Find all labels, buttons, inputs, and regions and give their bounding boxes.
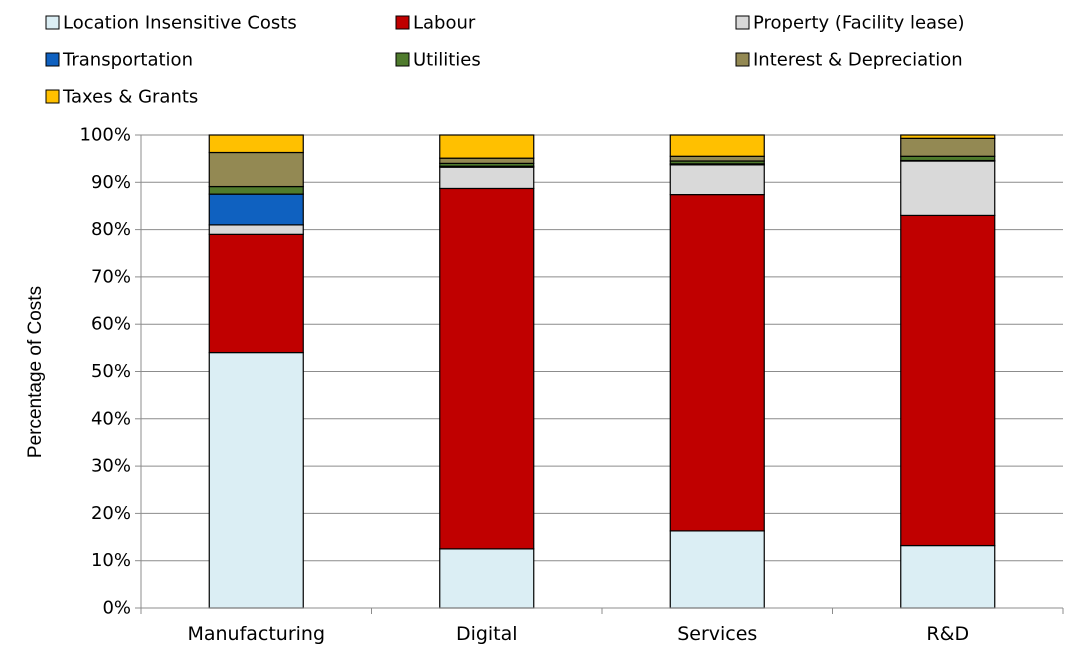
bar-segment-interest-and-depreciation <box>669 155 765 162</box>
bar-segment-property-facility-lease <box>669 164 765 196</box>
legend-item-labour: Labour <box>395 13 476 34</box>
y-tick-label: 80% <box>91 219 131 240</box>
legend-label: Labour <box>413 13 476 34</box>
legend-item-location-insensitive-costs: Location Insensitive Costs <box>45 13 297 34</box>
y-tick-label: 30% <box>91 456 131 477</box>
y-tick-label: 10% <box>91 550 131 571</box>
x-category-label: Digital <box>456 623 518 645</box>
legend-swatch <box>45 89 60 104</box>
legend-swatch <box>45 15 60 30</box>
bar-group-manufacturing <box>208 134 304 609</box>
bar-segment-location-insensitive-costs <box>208 351 304 609</box>
bar-segment-taxes-and-grants <box>900 134 996 139</box>
y-tick-label: 40% <box>91 408 131 429</box>
bar-segment-property-facility-lease <box>208 224 304 235</box>
bar-segment-utilities <box>208 185 304 195</box>
bar-segment-utilities <box>900 155 996 162</box>
legend-swatch <box>395 15 410 30</box>
y-tick-label: 70% <box>91 266 131 287</box>
x-category-label: Manufacturing <box>187 623 325 645</box>
legend-item-utilities: Utilities <box>395 50 481 71</box>
bar-segment-location-insensitive-costs <box>900 544 996 609</box>
legend-swatch <box>45 52 60 67</box>
y-tick-labels: 0% 10% 20% 30% 40% 50% 60% 70% 80% 90% 100% <box>80 125 131 619</box>
bar-segment-labour <box>439 187 535 550</box>
bars <box>208 134 996 609</box>
y-tick-label: 0% <box>102 598 131 619</box>
bar-segment-labour <box>900 214 996 547</box>
legend-item-taxes-and-grants: Taxes & Grants <box>45 87 198 108</box>
legend-item-property-facility-lease: Property (Facility lease) <box>735 13 965 34</box>
y-tick-label: 60% <box>91 314 131 335</box>
bar-segment-taxes-and-grants <box>669 134 765 157</box>
legend-label: Property (Facility lease) <box>753 13 965 34</box>
legend-item-transportation: Transportation <box>45 50 193 71</box>
legend-label: Taxes & Grants <box>62 87 198 108</box>
bar-segment-transportation <box>208 193 304 226</box>
bar-segment-interest-and-depreciation <box>900 137 996 157</box>
legend-swatch <box>735 52 750 67</box>
legend-label: Interest & Depreciation <box>753 50 963 71</box>
y-tick-label: 20% <box>91 503 131 524</box>
legend-label: Location Insensitive Costs <box>63 13 297 34</box>
bar-group-digital <box>439 134 535 609</box>
x-category-labels: Manufacturing Digital Services R&D <box>187 623 969 645</box>
legend-swatch <box>735 15 750 30</box>
legend-label: Transportation <box>62 50 193 71</box>
bar-segment-location-insensitive-costs <box>439 548 535 609</box>
legend-item-interest-and-depreciation: Interest & Depreciation <box>735 50 963 71</box>
bar-segment-labour <box>208 233 304 354</box>
x-category-label: R&D <box>926 623 969 645</box>
bar-segment-property-facility-lease <box>900 160 996 217</box>
bar-segment-property-facility-lease <box>439 166 535 190</box>
y-tick-label: 50% <box>91 361 131 382</box>
legend: Location Insensitive Costs Labour Property… <box>45 13 965 108</box>
legend-label: Utilities <box>413 50 481 71</box>
y-tick-label: 100% <box>80 125 131 146</box>
bar-segment-taxes-and-grants <box>208 134 304 154</box>
bar-group-services <box>669 134 765 609</box>
bar-segment-taxes-and-grants <box>439 134 535 159</box>
x-category-label: Services <box>677 623 757 645</box>
bar-segment-location-insensitive-costs <box>669 530 765 609</box>
bar-group-randd <box>900 134 996 609</box>
y-axis-title: Percentage of Costs <box>25 286 46 458</box>
bar-segment-interest-and-depreciation <box>208 151 304 188</box>
axes <box>135 134 1064 614</box>
y-tick-label: 90% <box>91 172 131 193</box>
bar-segment-labour <box>669 193 765 532</box>
bar-segment-interest-and-depreciation <box>439 157 535 164</box>
legend-swatch <box>395 52 410 67</box>
